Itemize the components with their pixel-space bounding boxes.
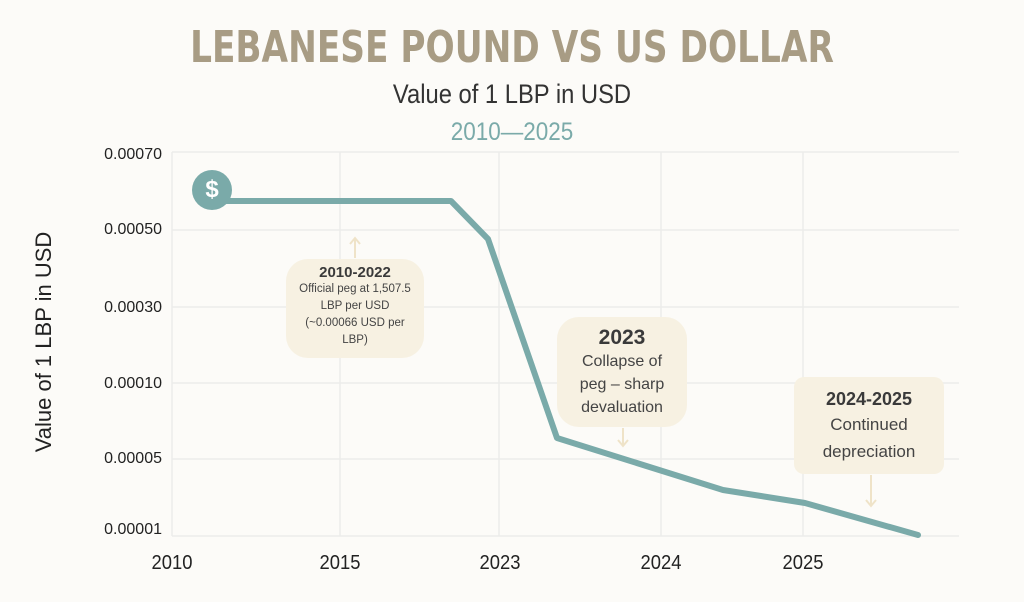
annotation-text: Continued <box>830 415 908 434</box>
x-tick: 2015 <box>319 552 361 574</box>
dollar-icon: $ <box>192 170 232 210</box>
annotation-2010-2022: 2010-2022 Official peg at 1,507.5 LBP pe… <box>286 259 424 358</box>
x-tick: 2025 <box>782 552 824 574</box>
y-tick: 0.00070 <box>104 146 162 163</box>
annotation-text: depreciation <box>822 442 916 461</box>
y-tick: 0.00030 <box>104 299 162 316</box>
annotation-heading: 2024-2025 <box>825 389 913 409</box>
annotation-2024-2025: 2024-2025 Continued depreciation <box>794 377 944 474</box>
annotation-text: peg – sharp <box>579 376 665 393</box>
annotation-arrows <box>349 236 877 508</box>
x-tick: 2023 <box>479 552 521 574</box>
y-tick: 0.00010 <box>104 375 162 392</box>
annotation-text: Official peg at 1,507.5 <box>299 283 411 295</box>
annotation-text: Collapse of <box>581 353 663 370</box>
y-tick: 0.00001 <box>104 521 162 538</box>
chart-title: LEBANESE POUND VS US DOLLAR <box>190 22 834 73</box>
x-tick: 2010 <box>151 552 193 574</box>
annotation-text: devaluation <box>581 399 663 416</box>
annotation-text: (~0.00066 USD per <box>305 317 405 329</box>
data-line <box>209 198 921 538</box>
chart-period: 2010—2025 <box>450 118 574 146</box>
annotation-heading: 2023 <box>598 326 646 349</box>
annotation-text: LBP per USD <box>320 300 390 312</box>
annotation-heading: 2010-2022 <box>319 264 391 281</box>
x-tick: 2024 <box>640 552 682 574</box>
annotation-2023: 2023 Collapse of peg – sharp devaluation <box>557 317 687 427</box>
y-tick: 0.00050 <box>104 221 162 238</box>
y-tick: 0.00005 <box>104 450 162 467</box>
annotation-text: LBP) <box>342 334 368 346</box>
chart-subtitle: Value of 1 LBP in USD <box>392 79 632 109</box>
